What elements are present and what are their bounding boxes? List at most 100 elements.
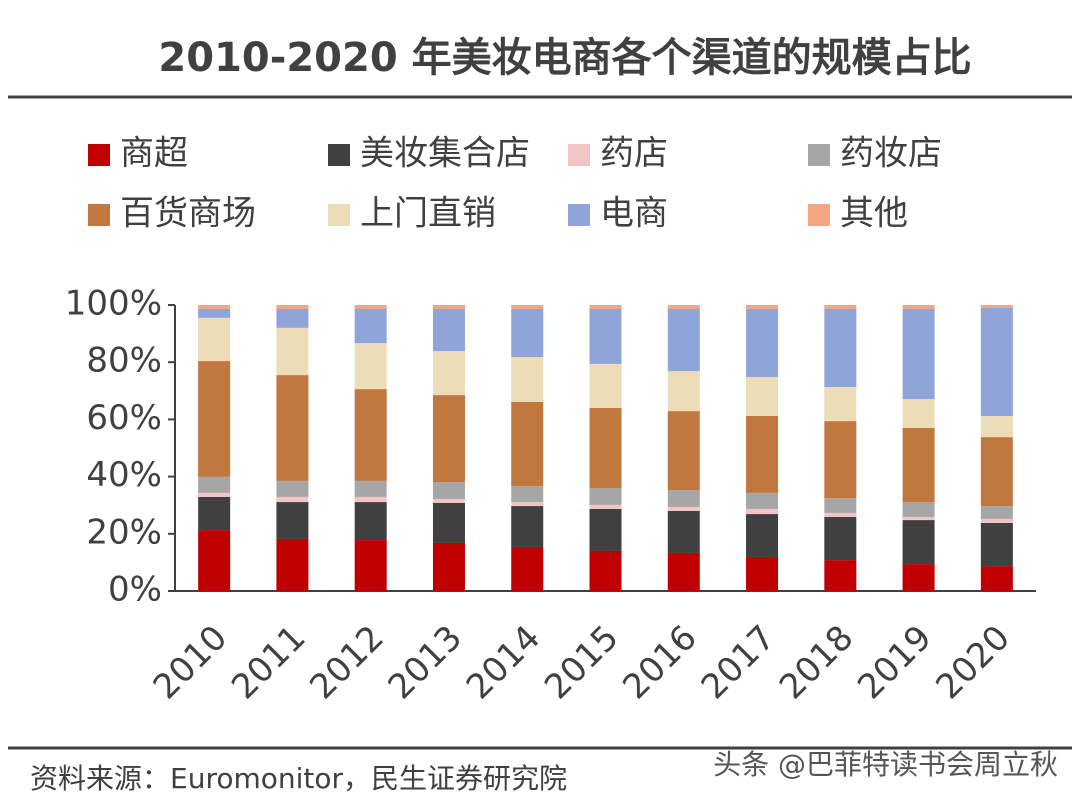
x-tick-label: 2011 <box>224 618 313 707</box>
bar-segment <box>667 490 700 507</box>
bar-segment <box>276 305 309 310</box>
bar-segment <box>902 399 935 428</box>
bar-segment <box>746 305 779 310</box>
y-tick-label: 40% <box>86 455 162 495</box>
bar-segment <box>198 305 231 310</box>
bar-segment <box>432 305 465 310</box>
bar-segment <box>746 514 779 557</box>
bar-segment <box>902 305 935 310</box>
source: 资料来源：Euromonitor，民生证券研究院 <box>30 762 567 795</box>
bar-segment <box>276 538 309 591</box>
bar-segment <box>824 516 857 561</box>
bar-segment <box>980 522 1013 567</box>
legend-swatch <box>808 204 830 226</box>
bar-segment <box>980 415 1013 438</box>
bar-segment <box>354 389 387 481</box>
bar-segment <box>511 546 544 591</box>
bar-segment <box>511 486 544 503</box>
bar-segment <box>902 427 935 503</box>
bar-segment <box>198 476 231 493</box>
bar-segment <box>667 411 700 491</box>
bar-segment <box>511 305 544 310</box>
legend-label: 商超 <box>120 134 188 174</box>
bar-segment <box>432 542 465 591</box>
legend-label: 电商 <box>600 194 668 234</box>
y-tick-label: 20% <box>86 512 162 552</box>
bar-segment <box>980 566 1013 591</box>
chart-title: 2010-2020 年美妆电商各个渠道的规模占比 <box>158 35 971 81</box>
bar-segment <box>589 363 622 408</box>
bar-segment <box>902 520 935 565</box>
legend-swatch <box>88 204 110 226</box>
bar-segment <box>276 502 309 539</box>
bar-segment <box>354 305 387 310</box>
bar-segment <box>198 317 231 362</box>
bar-segment <box>746 508 779 515</box>
bar-segment <box>432 502 465 543</box>
y-tick-label: 100% <box>65 284 162 324</box>
bar-segment <box>824 498 857 513</box>
bar-segment <box>589 488 622 505</box>
bar-segment <box>667 305 700 310</box>
legend-label: 药妆店 <box>840 134 942 174</box>
bar-segment <box>511 506 544 547</box>
bar-segment <box>432 351 465 396</box>
bar-segment <box>746 309 779 378</box>
y-tick-label: 0% <box>108 570 162 610</box>
x-tick-label: 2020 <box>928 618 1017 707</box>
legend-label: 药店 <box>600 134 668 174</box>
bar-segment <box>198 492 231 497</box>
bar-segment <box>354 496 387 503</box>
x-tick-label: 2012 <box>302 618 391 707</box>
bar-segment <box>980 506 1013 519</box>
legend-label: 上门直销 <box>360 194 496 234</box>
bar-segment <box>276 375 309 481</box>
x-tick-label: 2017 <box>694 618 783 707</box>
bar-segment <box>198 530 231 591</box>
y-tick-label: 60% <box>86 398 162 438</box>
bar-segment <box>432 482 465 499</box>
bar-segment <box>276 309 309 328</box>
bar-segment <box>667 371 700 412</box>
bar-segment <box>354 309 387 344</box>
bar-segment <box>589 504 622 509</box>
bar-segment <box>276 327 309 376</box>
x-tick-label: 2019 <box>850 618 939 707</box>
bar-segment <box>667 552 700 591</box>
bar-segment <box>980 307 1013 416</box>
bar-segment <box>276 496 309 503</box>
bar-segment <box>589 309 622 364</box>
bar-segment <box>354 502 387 541</box>
bar-segment <box>824 387 857 422</box>
bar-segment <box>589 407 622 489</box>
bar-segment <box>589 550 622 591</box>
bar-segment <box>746 415 779 493</box>
y-tick-label: 80% <box>86 341 162 381</box>
bar-segment <box>354 540 387 591</box>
bar-segment <box>432 309 465 352</box>
bar-segment <box>276 480 309 497</box>
bar-segment <box>432 498 465 503</box>
legend-swatch <box>328 204 350 226</box>
bar-segment <box>980 305 1013 308</box>
bar-segment <box>746 377 779 416</box>
bar-segment <box>198 361 231 477</box>
legend-swatch <box>568 144 590 166</box>
bar-segment <box>902 502 935 517</box>
bar-segment <box>824 560 857 591</box>
x-tick-label: 2010 <box>146 618 235 707</box>
legend-swatch <box>328 144 350 166</box>
bar-segment <box>511 502 544 507</box>
bar-segment <box>589 305 622 310</box>
bar-segment <box>354 480 387 497</box>
bar-segment <box>980 437 1013 507</box>
bar-segment <box>902 309 935 400</box>
bar-segment <box>511 401 544 487</box>
x-tick-label: 2016 <box>615 618 704 707</box>
bar-segment <box>511 309 544 358</box>
bar-segment <box>746 492 779 509</box>
bar-segment <box>198 496 231 531</box>
bar-segment <box>667 309 700 372</box>
bar-segment <box>824 305 857 310</box>
